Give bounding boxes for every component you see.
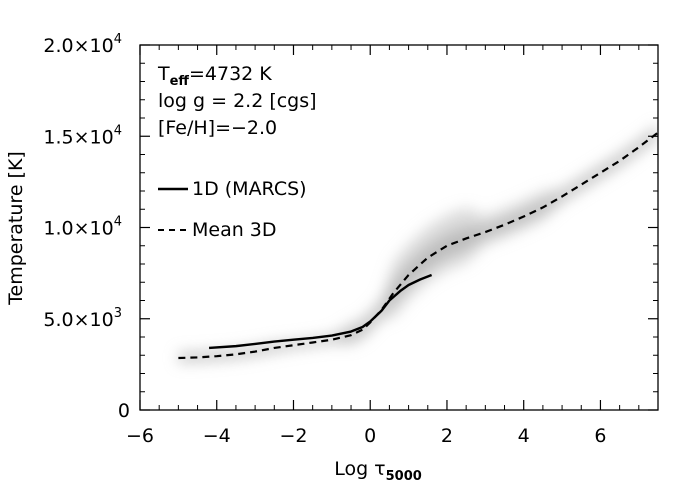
x-axis-ticks: −6 −4 −2 0 2 4 6 <box>126 45 659 447</box>
density-band <box>178 123 658 364</box>
x-tick-label: −6 <box>126 425 154 447</box>
series-1d-marcs-line <box>208 273 433 350</box>
3d-density-cloud <box>178 123 658 364</box>
series-layer <box>178 131 658 360</box>
x-tick-label: −4 <box>203 425 231 447</box>
y-tick-label: 1.0×104 <box>43 215 122 240</box>
y-axis-ticks: 0 5.0×103 1.0×104 1.5×104 2.0×104 <box>43 32 658 422</box>
y-axis-label: Temperature [K] <box>5 151 27 306</box>
legend: 1D (MARCS) Mean 3D <box>158 178 307 241</box>
series-mean-3d-line <box>178 131 658 360</box>
x-axis-label: Log τ5000 <box>334 458 422 484</box>
annotation-feh: [Fe/H]=−2.0 <box>158 117 277 139</box>
annotation-teff: Teff=4732 K <box>157 63 272 89</box>
x-tick-label: 2 <box>441 425 453 447</box>
y-tick-label: 0 <box>118 400 130 422</box>
x-tick-label: 0 <box>364 425 376 447</box>
legend-label-1d: 1D (MARCS) <box>192 178 307 200</box>
legend-label-3d: Mean 3D <box>192 219 277 241</box>
y-tick-label: 5.0×103 <box>43 306 122 331</box>
annotation-logg: log g = 2.2 [cgs] <box>158 90 317 112</box>
y-tick-label: 1.5×104 <box>43 123 122 148</box>
x-tick-label: 4 <box>518 425 530 447</box>
x-tick-label: 6 <box>594 425 606 447</box>
x-tick-label: −2 <box>279 425 307 447</box>
y-tick-label: 2.0×104 <box>43 32 122 57</box>
